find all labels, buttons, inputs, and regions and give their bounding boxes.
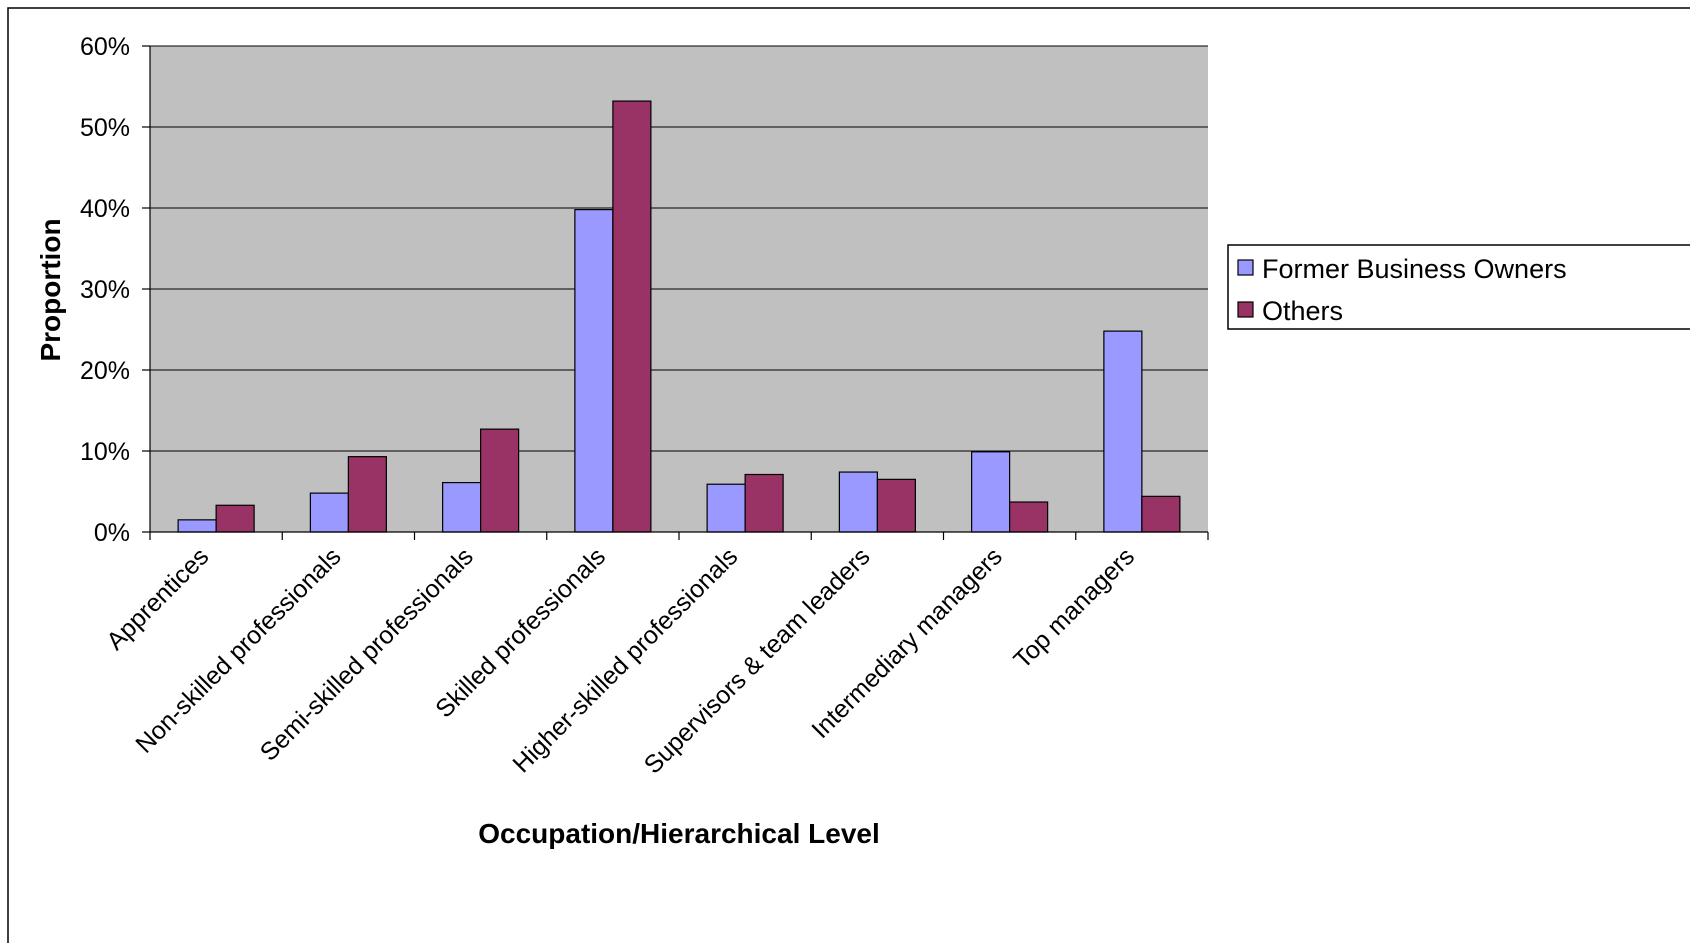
- bar-others-apprentices: [215, 504, 255, 533]
- bars: [177, 100, 1181, 533]
- bar-others-non-skilled-professionals: [347, 456, 387, 533]
- y-tick-label: 10%: [80, 438, 130, 466]
- legend-swatch-others: [1237, 301, 1254, 318]
- bar-former-business-owners-supervisors-and-team-leaders: [838, 471, 878, 533]
- bar-others-supervisors-and-team-leaders: [876, 478, 916, 533]
- legend-swatch-former-business-owners: [1237, 259, 1254, 276]
- bar-former-business-owners-semi-skilled-professionals: [442, 481, 482, 533]
- bar-former-business-owners-non-skilled-professionals: [309, 492, 349, 533]
- bar-others-skilled-professionals: [612, 100, 652, 533]
- y-tick-label: 30%: [80, 276, 130, 304]
- bar-others-intermediary-managers: [1009, 501, 1049, 533]
- y-tick-label: 0%: [94, 519, 130, 547]
- bar-others-higher-skilled-professionals: [744, 473, 784, 533]
- y-axis-title: Proportion: [35, 218, 66, 361]
- x-axis-title: Occupation/Hierarchical Level: [478, 818, 880, 849]
- bar-former-business-owners-skilled-professionals: [574, 209, 614, 533]
- legend-box: [1227, 244, 1690, 330]
- bar-former-business-owners-higher-skilled-professionals: [706, 483, 746, 533]
- y-tick-labels: 0% 10% 20% 30% 40% 50% 60%: [80, 33, 130, 547]
- y-tick-label: 60%: [80, 33, 130, 61]
- bar-former-business-owners-intermediary-managers: [971, 451, 1011, 533]
- y-tick-label: 50%: [80, 114, 130, 142]
- legend-label-others: Others: [1262, 296, 1343, 326]
- axes: [142, 45, 1209, 540]
- bar-others-top-managers: [1141, 495, 1181, 533]
- gridlines: [150, 45, 1208, 452]
- bar-former-business-owners-apprentices: [177, 519, 217, 533]
- y-tick-label: 40%: [80, 195, 130, 223]
- legend: Former Business Owners Others: [1227, 244, 1690, 330]
- y-tick-label: 20%: [80, 357, 130, 385]
- legend-label-former-business-owners: Former Business Owners: [1262, 254, 1567, 284]
- bar-others-semi-skilled-professionals: [480, 428, 520, 533]
- bar-former-business-owners-top-managers: [1103, 330, 1143, 533]
